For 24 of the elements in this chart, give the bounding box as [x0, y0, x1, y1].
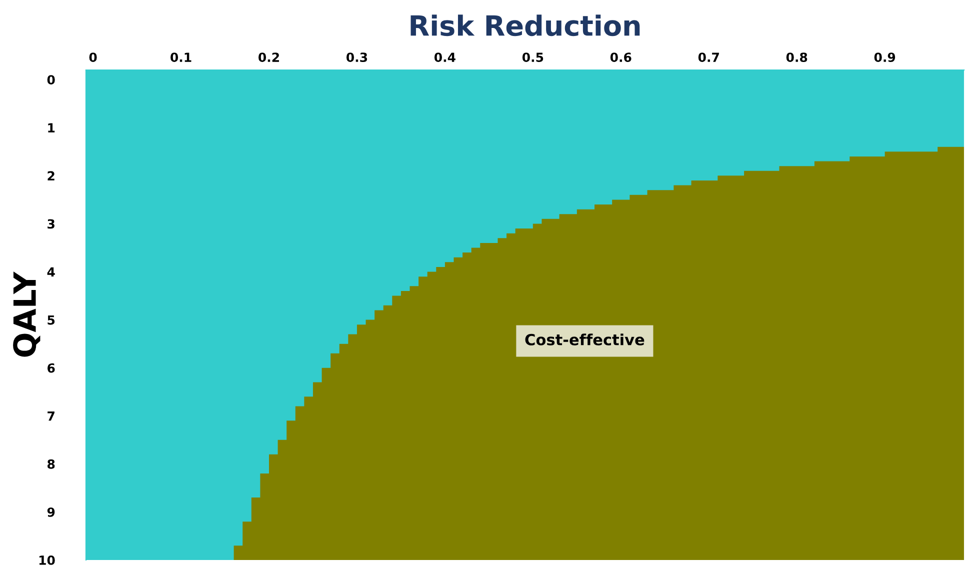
- y-tick-label: 10: [39, 555, 55, 565]
- x-tick-label: 0.6: [610, 52, 632, 62]
- x-axis-title: Risk Reduction: [410, 14, 640, 36]
- x-tick-label: 0.1: [170, 52, 192, 62]
- x-tick-label: 0.9: [874, 52, 896, 62]
- y-tick-label: 1: [48, 123, 55, 132]
- annotation: Cost-effective: [525, 334, 644, 346]
- x-tick-label: 0.2: [258, 52, 279, 62]
- y-axis-title: QALY: [13, 271, 40, 357]
- x-tick-label: 0.5: [522, 52, 544, 62]
- x-tick-label: 0.3: [346, 52, 368, 62]
- y-tick-label: 8: [48, 459, 55, 469]
- y-tick-label: 3: [48, 219, 54, 229]
- x-tick-label: 0.8: [786, 52, 808, 62]
- y-tick-label: 6: [48, 363, 55, 373]
- y-tick-label: 5: [48, 315, 55, 325]
- x-tick-label: 0: [89, 52, 97, 62]
- y-tick-label: 7: [48, 412, 54, 421]
- x-tick-label: 0.7: [698, 52, 719, 62]
- y-tick-label: 0: [47, 75, 55, 85]
- y-tick-label: 4: [47, 267, 55, 277]
- y-tick-label: 2: [48, 171, 54, 180]
- x-tick-label: 0.4: [434, 52, 456, 62]
- y-tick-label: 9: [47, 507, 55, 517]
